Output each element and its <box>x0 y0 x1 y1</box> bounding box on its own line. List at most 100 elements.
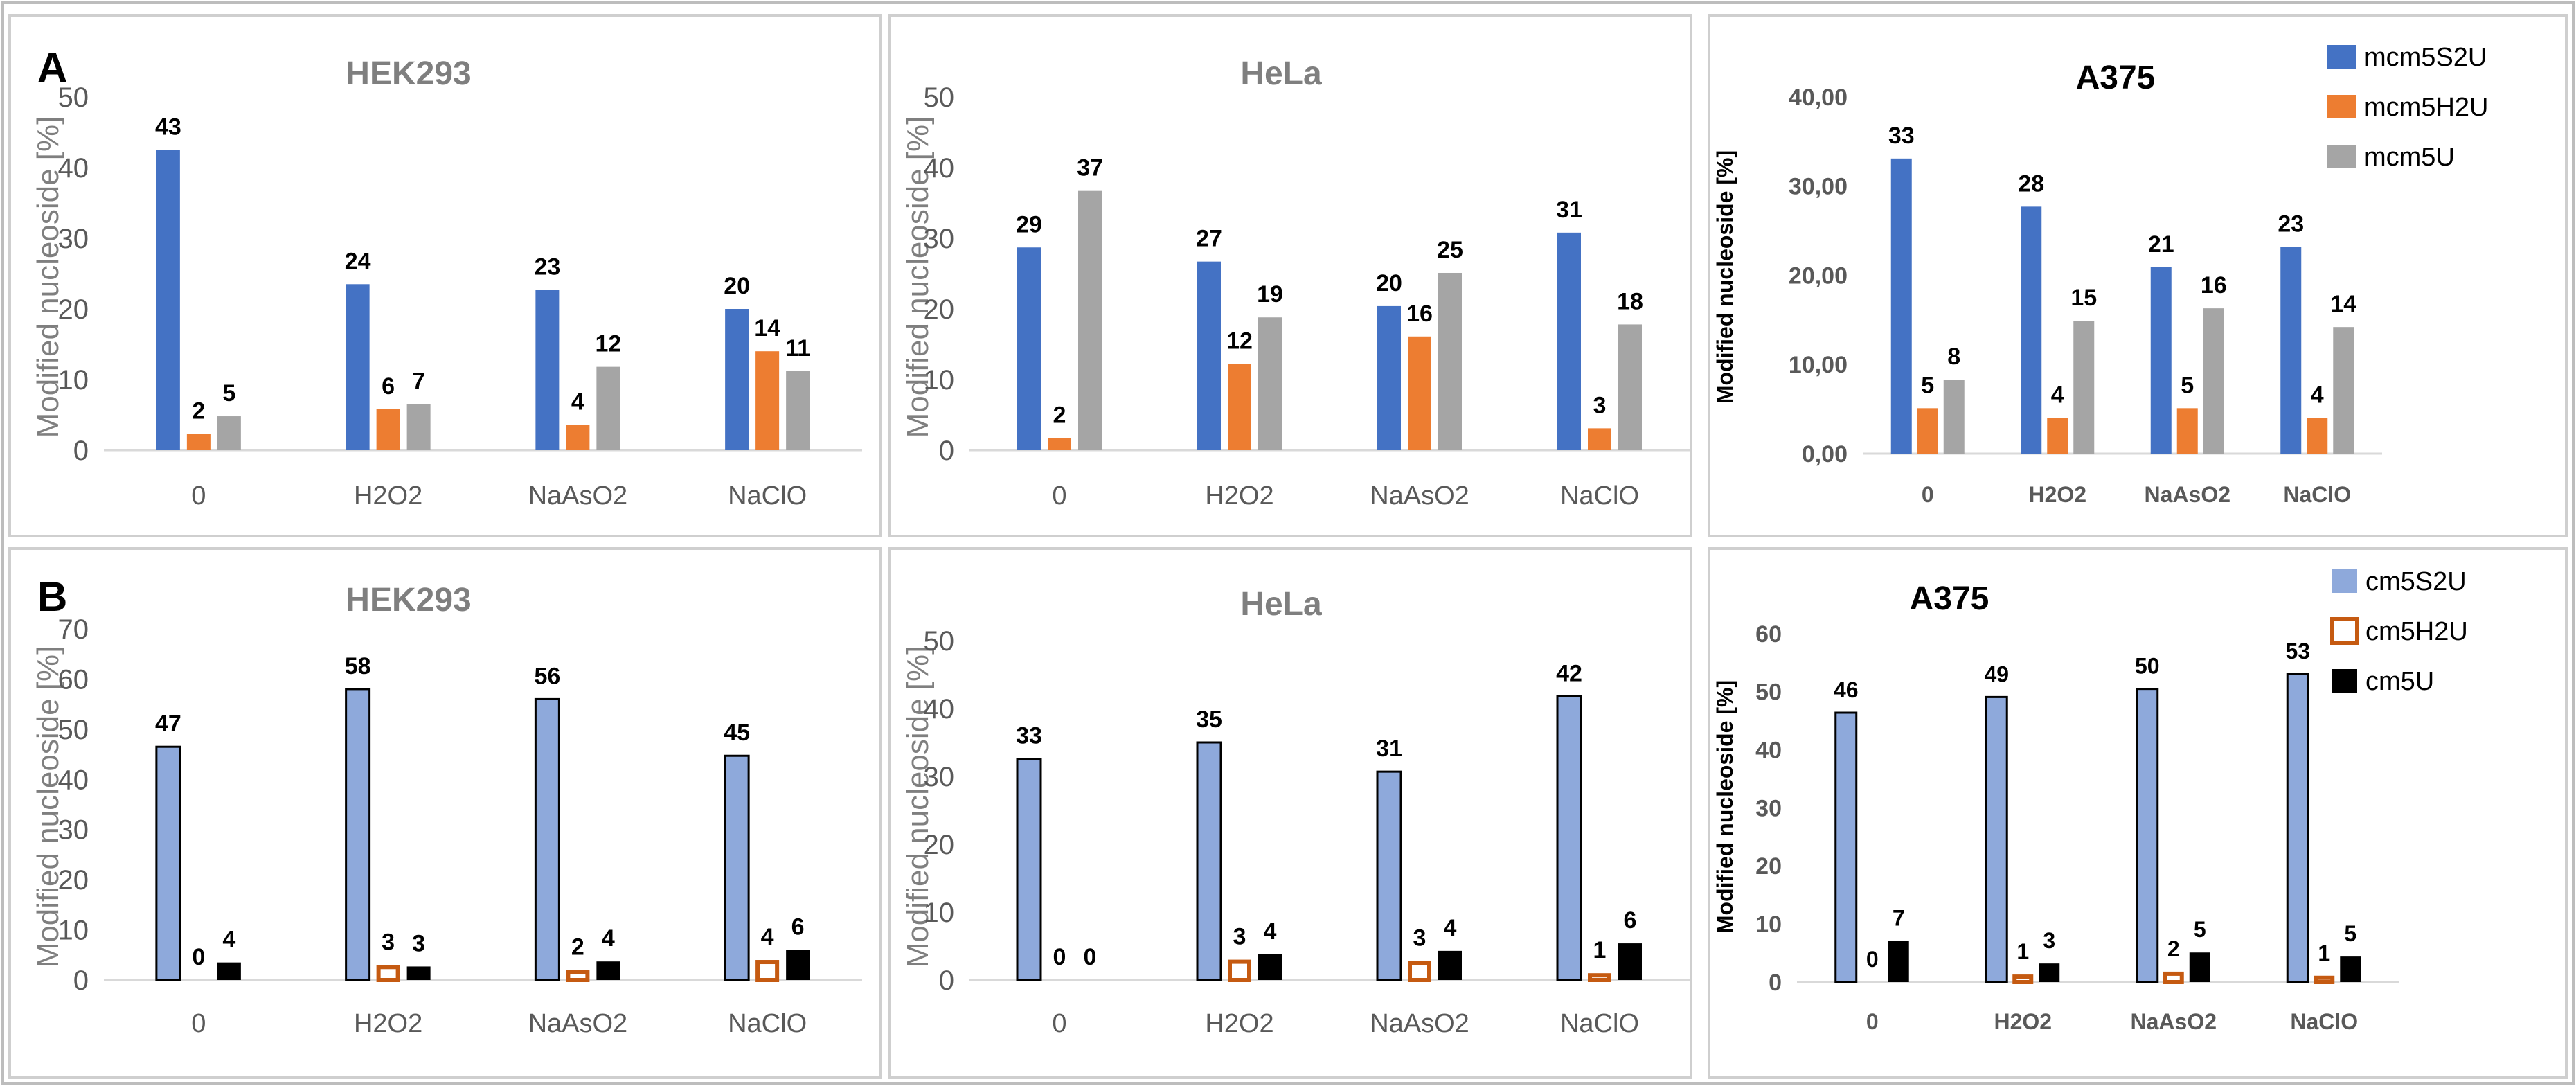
x-tick-label: H2O2 <box>354 481 422 510</box>
data-label: 33 <box>1016 723 1042 749</box>
y-tick-label: 20,00 <box>1789 262 1848 289</box>
y-tick-label: 10,00 <box>1789 352 1848 378</box>
bar-mcm5h2u-0 <box>186 434 211 450</box>
legend-label-cm5u: cm5U <box>2365 667 2434 696</box>
x-tick-label: 0 <box>191 1009 206 1038</box>
x-tick-label: NaAsO2 <box>2131 1009 2217 1034</box>
data-label: 8 <box>1947 344 1960 370</box>
data-label: 3 <box>2043 928 2055 953</box>
y-tick-label: 50 <box>58 82 89 113</box>
bar-mcm5h2u-naaso2 <box>2176 408 2198 454</box>
data-label: 45 <box>724 720 750 746</box>
y-tick-label: 40,00 <box>1789 84 1848 111</box>
bar-cm5s2u-naclo <box>1556 695 1582 981</box>
x-tick-label: NaAsO2 <box>1370 1009 1469 1038</box>
bar-cm5s2u-0 <box>1834 711 1858 983</box>
y-tick-label: 60 <box>1755 621 1782 648</box>
data-label: 6 <box>791 914 805 941</box>
chart-title: A375 <box>2076 60 2156 96</box>
bar-mcm5h2u-h2o2 <box>2047 418 2068 454</box>
bar-cm5s2u-naaso2 <box>1376 770 1402 981</box>
legend-label-mcm5s2u: mcm5S2U <box>2364 43 2487 72</box>
chart-title: HeLa <box>1240 55 1322 92</box>
data-label: 5 <box>1921 372 1934 398</box>
x-tick-label: H2O2 <box>354 1009 422 1038</box>
y-tick-label: 10 <box>924 898 955 928</box>
y-tick-label: 40 <box>924 153 955 184</box>
bar-cm5u-naclo <box>1618 943 1642 980</box>
bar-cm5u-naaso2 <box>596 961 620 980</box>
bar-mcm5u-0 <box>1943 380 1965 454</box>
x-tick-label: NaAsO2 <box>528 1009 628 1038</box>
data-label: 23 <box>2278 211 2304 237</box>
x-tick-label: H2O2 <box>1205 1009 1273 1038</box>
data-label: 2 <box>571 934 584 961</box>
data-label: 11 <box>785 335 810 362</box>
bar-cm5h2u-naaso2 <box>2163 971 2184 985</box>
data-label: 19 <box>1257 281 1283 308</box>
legend-label-cm5s2u: cm5S2U <box>2365 567 2467 596</box>
bar-cm5u-h2o2 <box>2039 963 2060 982</box>
x-tick-label: NaClO <box>1560 481 1639 510</box>
bar-mcm5h2u-naclo <box>1588 428 1611 450</box>
y-tick-label: 30 <box>924 762 955 792</box>
y-tick-label: 30,00 <box>1789 174 1848 200</box>
bar-cm5s2u-h2o2 <box>345 688 371 981</box>
data-label: 27 <box>1196 226 1222 252</box>
y-axis-label: Modified nucleoside [%] <box>901 646 935 968</box>
bar-cm5s2u-naclo <box>2286 673 2309 983</box>
data-label: 46 <box>1834 677 1859 702</box>
bar-cm5h2u-h2o2 <box>1228 959 1251 982</box>
x-tick-label: NaAsO2 <box>1370 481 1469 510</box>
y-tick-label: 20 <box>1755 853 1782 880</box>
data-label: 5 <box>222 380 235 407</box>
data-label: 1 <box>2016 939 2029 964</box>
data-label: 4 <box>1444 915 1457 941</box>
data-label: 0 <box>192 944 205 970</box>
bar-mcm5u-naaso2 <box>596 366 620 450</box>
bar-mcm5h2u-naclo <box>755 351 780 450</box>
data-label: 14 <box>2330 291 2356 317</box>
bar-cm5h2u-naclo <box>755 960 780 982</box>
y-tick-label: 50 <box>924 626 955 657</box>
bar-cm5u-naaso2 <box>2189 952 2210 982</box>
y-tick-label: 10 <box>58 916 89 946</box>
bar-mcm5u-h2o2 <box>1258 317 1282 450</box>
x-tick-label: NaClO <box>728 481 807 510</box>
bar-mcm5u-naclo <box>1618 324 1642 450</box>
x-tick-label: NaClO <box>1560 1009 1639 1038</box>
data-label: 3 <box>1413 925 1426 952</box>
data-label: 4 <box>1264 918 1277 945</box>
data-label: 0 <box>1084 944 1097 970</box>
x-tick-label: 0 <box>1866 1009 1879 1034</box>
bar-mcm5s2u-0 <box>1890 158 1912 454</box>
data-label: 25 <box>1437 237 1463 263</box>
data-label: 1 <box>1593 937 1607 963</box>
y-tick-label: 40 <box>58 765 89 795</box>
data-label: 4 <box>761 924 774 950</box>
bar-mcm5s2u-naclo <box>2280 247 2302 454</box>
legend-swatch-cm5h2u <box>2330 617 2359 645</box>
y-tick-label: 50 <box>1755 679 1782 706</box>
data-label: 12 <box>595 331 621 357</box>
y-tick-label: 30 <box>58 815 89 846</box>
bar-cm5s2u-h2o2 <box>1196 741 1222 981</box>
data-label: 3 <box>412 930 425 956</box>
bar-mcm5s2u-h2o2 <box>346 284 370 450</box>
y-axis-label: Modified nucleoside [%] <box>31 646 65 968</box>
bar-mcm5s2u-h2o2 <box>2021 206 2042 454</box>
legend-swatch-mcm5s2u <box>2327 45 2356 69</box>
data-label: 53 <box>2285 639 2310 664</box>
y-tick-label: 50 <box>58 715 89 745</box>
x-tick-label: H2O2 <box>1994 1009 2052 1034</box>
data-label: 1 <box>2318 941 2330 965</box>
data-label: 0 <box>1866 947 1879 972</box>
bar-cm5h2u-naaso2 <box>566 970 590 982</box>
data-label: 16 <box>1406 301 1433 327</box>
x-tick-label: 0 <box>1052 1009 1066 1038</box>
bar-mcm5u-0 <box>217 416 241 450</box>
bar-cm5h2u-h2o2 <box>2012 974 2034 985</box>
y-tick-label: 0 <box>939 436 954 466</box>
